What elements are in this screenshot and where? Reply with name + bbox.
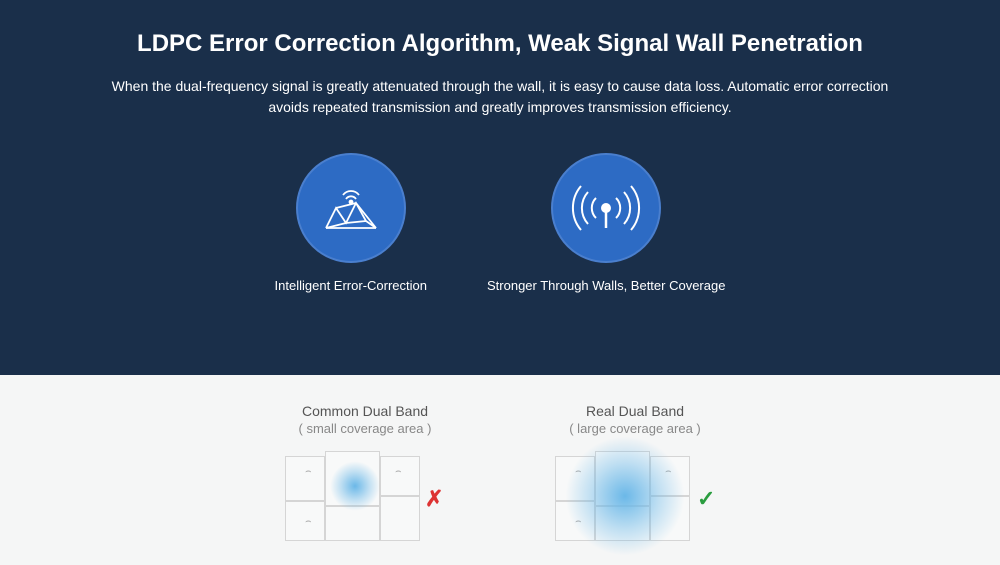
check-icon: ✓	[697, 486, 715, 512]
feature-label-1: Intelligent Error-Correction	[275, 278, 427, 293]
signal-icon	[551, 153, 661, 263]
comparison-section: Common Dual Band ( small coverage area )…	[0, 375, 1000, 565]
common-floorplan: ⌢ ⌢ ⌢ ✗	[275, 446, 455, 546]
feature-icons-row: Intelligent Error-Correction	[0, 153, 1000, 293]
small-coverage-glow	[330, 461, 380, 511]
feature-label-2: Stronger Through Walls, Better Coverage	[487, 278, 725, 293]
feature-wall-penetration: Stronger Through Walls, Better Coverage	[487, 153, 725, 293]
cross-icon: ✗	[425, 486, 443, 512]
real-floorplan: ⌢ ⌢ ⌢ ✓	[545, 446, 725, 546]
large-coverage-glow	[565, 436, 685, 556]
feature-error-correction: Intelligent Error-Correction	[275, 153, 427, 293]
common-subtitle: ( small coverage area )	[275, 421, 455, 436]
hero-section: LDPC Error Correction Algorithm, Weak Si…	[0, 0, 1000, 375]
common-title: Common Dual Band	[275, 403, 455, 419]
hero-description: When the dual-frequency signal is greatl…	[90, 76, 910, 118]
common-dual-band: Common Dual Band ( small coverage area )…	[275, 403, 455, 565]
error-correction-icon	[296, 153, 406, 263]
real-dual-band: Real Dual Band ( large coverage area ) ⌢…	[545, 403, 725, 565]
hero-title: LDPC Error Correction Algorithm, Weak Si…	[0, 30, 1000, 58]
real-title: Real Dual Band	[545, 403, 725, 419]
real-subtitle: ( large coverage area )	[545, 421, 725, 436]
